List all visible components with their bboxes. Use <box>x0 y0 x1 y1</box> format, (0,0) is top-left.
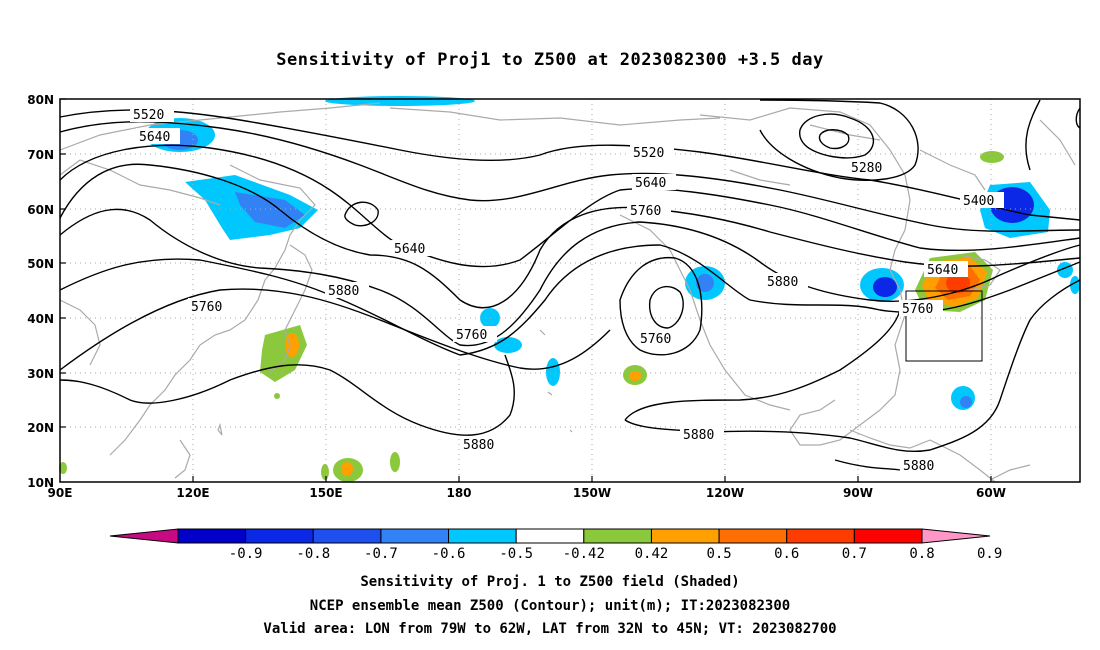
colorbar-tick-label: -0.42 <box>563 546 605 562</box>
colorbar-tick-label: 0.5 <box>706 546 731 562</box>
contour-label: 5880 <box>903 459 934 474</box>
axis-ticks <box>60 98 992 482</box>
shade-positive <box>946 273 970 293</box>
lat-label: 40N <box>27 312 54 326</box>
caption-line-1: Sensitivity of Proj. 1 to Z500 field (Sh… <box>360 574 740 590</box>
lon-label: 150E <box>309 486 342 500</box>
colorbar-tick-label: -0.7 <box>364 546 398 562</box>
contour-label: 5400 <box>963 194 994 209</box>
colorbar-right-triangle <box>921 528 991 544</box>
colorbar-swatch <box>583 528 652 544</box>
shade-negative <box>325 96 475 106</box>
lon-label: 90W <box>843 486 873 500</box>
colorbar-tick-label: -0.5 <box>499 546 533 562</box>
colorbar-tick-label: -0.9 <box>229 546 263 562</box>
contour-label: 5520 <box>133 108 164 123</box>
map-frame <box>59 98 1081 483</box>
colorbar-swatch <box>177 528 247 544</box>
latitude-labels: 80N 70N 60N 50N 40N 30N 20N 10N <box>27 93 54 490</box>
contour-label: 5640 <box>635 176 666 191</box>
lon-label: 180 <box>446 486 471 500</box>
colorbar-swatch <box>515 528 585 544</box>
z500-contours <box>59 99 1081 471</box>
contour-label: 5760 <box>191 300 222 315</box>
colorbar-left-triangle <box>109 528 179 544</box>
shade-positive <box>260 325 307 382</box>
lat-label: 20N <box>27 421 54 435</box>
lon-label: 150W <box>573 486 611 500</box>
contour-label: 5640 <box>927 263 958 278</box>
colorbar-swatch <box>312 528 382 544</box>
shade-negative <box>960 396 972 408</box>
contour-label: 5880 <box>683 428 714 443</box>
contour-label-group: 5520 5640 5520 5640 5760 5280 5400 5640 … <box>130 106 1004 474</box>
shade-positive <box>321 464 329 480</box>
colorbar-swatch <box>245 528 314 544</box>
contour-label: 5760 <box>456 328 487 343</box>
colorbar-tick-label: 0.8 <box>909 546 934 562</box>
colorbar-swatch <box>718 528 788 544</box>
shade-positive <box>390 452 400 472</box>
contour-label: 5640 <box>394 242 425 257</box>
colorbar-tick-label: 0.7 <box>842 546 867 562</box>
colorbar-tick-label: -0.6 <box>432 546 466 562</box>
colorbar-swatch <box>650 528 720 544</box>
lat-label: 80N <box>27 93 54 107</box>
shade-positive <box>59 462 67 474</box>
contour-label: 5760 <box>902 302 933 317</box>
colorbar-tick-label: -0.8 <box>296 546 330 562</box>
contour-label: 5880 <box>767 275 798 290</box>
shade-positive <box>274 393 280 399</box>
colorbar-swatch <box>853 528 923 544</box>
contour-label: 5640 <box>139 130 170 145</box>
valid-area-box <box>905 290 983 362</box>
lat-label: 70N <box>27 148 54 162</box>
shade-positive <box>341 462 353 476</box>
lat-label: 30N <box>27 367 54 381</box>
colorbar-swatch <box>380 528 450 544</box>
shade-positive <box>629 371 641 381</box>
caption-line-2: NCEP ensemble mean Z500 (Contour); unit(… <box>309 598 791 614</box>
lat-label: 60N <box>27 203 54 217</box>
shade-negative <box>873 277 897 297</box>
shade-positive <box>980 151 1004 163</box>
colorbar-tick-label: 0.6 <box>774 546 799 562</box>
colorbar-swatch <box>786 528 855 544</box>
caption-line-3: Valid area: LON from 79W to 62W, LAT fro… <box>263 621 837 637</box>
shade-negative <box>546 358 560 386</box>
longitude-labels: 90E 120E 150E 180 150W 120W 90W 60W <box>48 486 1006 500</box>
lon-label: 60W <box>976 486 1006 500</box>
contour-label: 5760 <box>640 332 671 347</box>
contour-label: 5880 <box>328 284 359 299</box>
lat-label: 10N <box>27 476 54 490</box>
lon-label: 90E <box>48 486 73 500</box>
contour-label: 5880 <box>463 438 494 453</box>
colorbar: -0.9 -0.8 -0.7 -0.6 -0.5 -0.42 0.42 0.5 0.6 0.7 0.… <box>109 528 1002 562</box>
lon-label: 120W <box>706 486 744 500</box>
lon-label: 120E <box>176 486 209 500</box>
shade-negative <box>235 192 305 228</box>
contour-label: 5280 <box>851 161 882 176</box>
lat-label: 50N <box>27 257 54 271</box>
shade-negative <box>494 337 522 353</box>
colorbar-tick-label: 0.9 <box>977 546 1002 562</box>
shade-negative <box>696 274 714 292</box>
chart-title: Sensitivity of Proj1 to Z500 at 20230823… <box>276 50 824 70</box>
contour-label: 5760 <box>630 204 661 219</box>
contour-label: 5520 <box>633 146 664 161</box>
colorbar-tick-label: 0.42 <box>635 546 669 562</box>
colorbar-swatch <box>448 528 517 544</box>
